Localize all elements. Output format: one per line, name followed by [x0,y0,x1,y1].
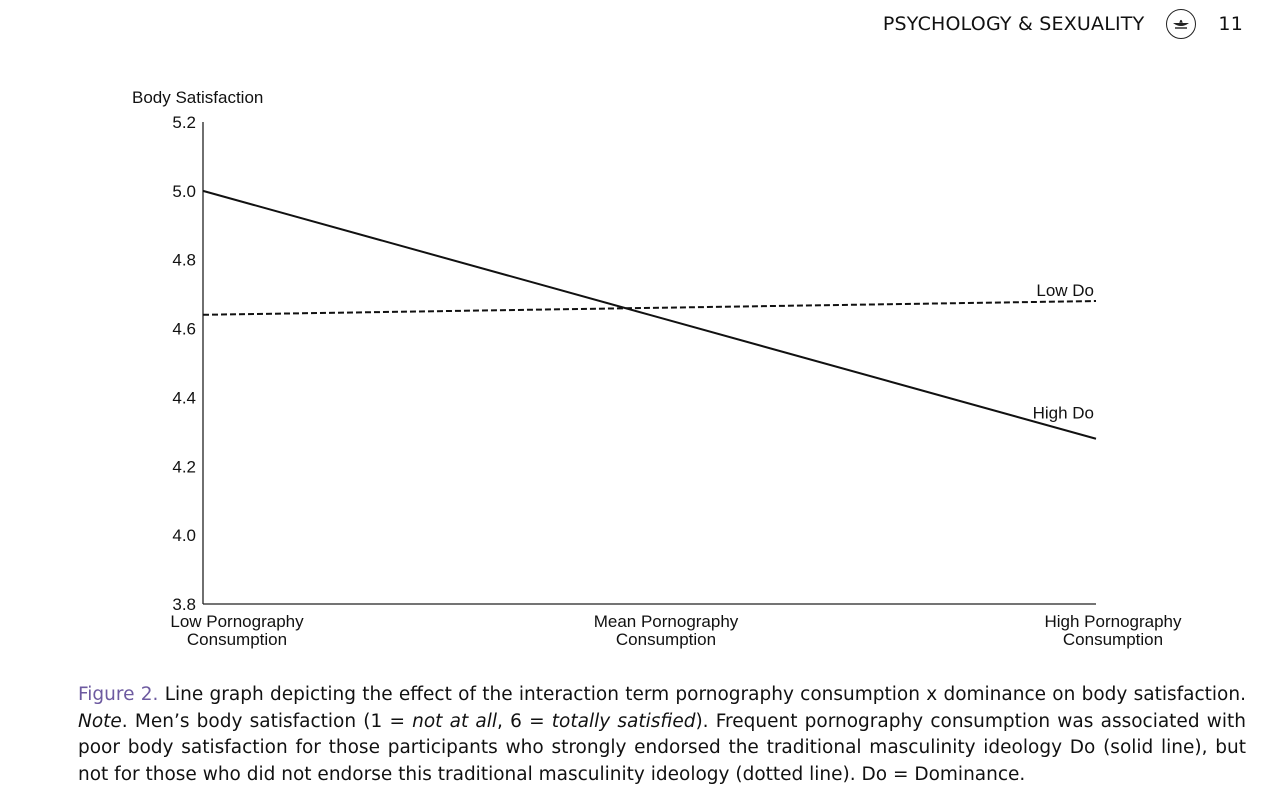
y-axis-title: Body Satisfaction [132,88,263,107]
y-tick-label: 3.8 [172,595,196,614]
figure-label: Figure 2. [78,684,159,705]
running-head: PSYCHOLOGY & SEXUALITY 11 [882,9,1243,39]
lamp-logo-icon [1166,9,1197,39]
y-tick-label: 4.2 [172,457,196,476]
figure-caption: Figure 2. Line graph depicting the effec… [78,682,1246,788]
note-em-1: not at all [412,710,498,732]
line-chart: Body Satisfaction 3.8 4.0 4.2 4.4 4.6 4.8 5.0 5… [132,88,1182,649]
y-tick-label: 5.2 [172,113,196,132]
low-do-series-line [202,300,1097,316]
note-label: Note [78,710,122,732]
y-tick-label: 5.0 [172,182,196,201]
journal-title: PSYCHOLOGY & SEXUALITY [882,13,1145,35]
high-do-series-label: High Do [1033,404,1094,423]
x-tick-label: High Pornography Consumption [1044,612,1182,649]
note-text-1: . Men’s body satisfaction (1 = [121,710,413,732]
y-tick-label: 4.6 [172,320,196,339]
high-do-series-line [202,189,1097,440]
x-tick-label: Mean Pornography Consumption [594,612,739,649]
note-text-2: , 6 = [497,710,552,732]
y-tick-label: 4.8 [172,251,196,270]
note-text-3: ). Frequent pornography consumption was … [78,710,1247,785]
x-tick-label: Low Pornography Consumption [170,612,304,649]
figure-title: Line graph depicting the effect of the i… [158,684,1246,705]
note-em-2: totally satisfied [551,710,696,732]
low-do-series-label: Low Do [1036,281,1094,300]
y-tick-label: 4.4 [172,388,196,407]
y-tick-label: 4.0 [172,526,196,545]
page-number: 11 [1218,13,1243,35]
